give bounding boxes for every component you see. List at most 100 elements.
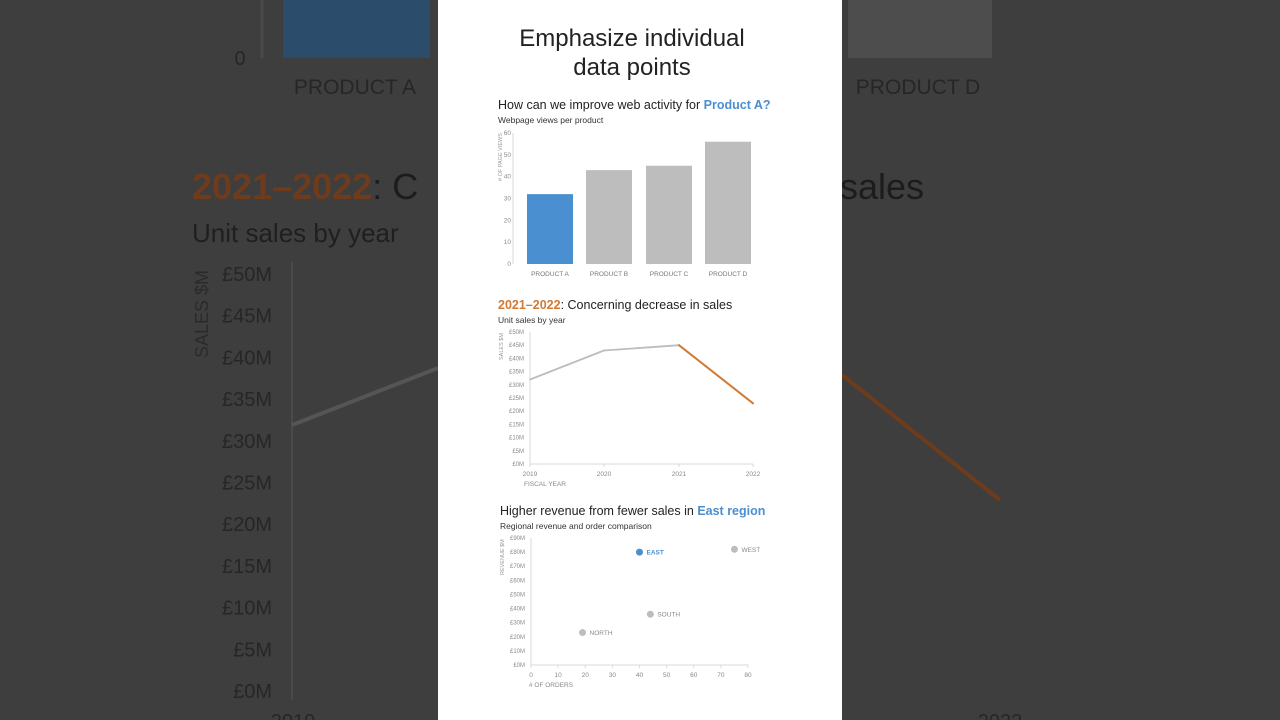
line-chart-ylabel: SALES $M: [499, 333, 505, 360]
bar-chart-title: How can we improve web activity for Prod…: [498, 98, 771, 112]
data-point-label: EAST: [647, 550, 664, 557]
line-chart-xlabel: FISCAL YEAR: [524, 481, 566, 488]
y-tick-label: £40M: [509, 356, 524, 362]
data-point-label: WEST: [741, 547, 760, 554]
y-tick-label: 30: [504, 196, 512, 203]
y-tick-label: £0M: [512, 462, 524, 468]
bg-heading-highlight: 2021–2022: [192, 166, 372, 207]
bg-yticks: £50M £45M £40M £35M £30M £25M £20M £15M £10M £5M £…: [222, 264, 272, 703]
bg-ytick: £40M: [222, 347, 272, 369]
bar-chart-subtitle: Webpage views per product: [498, 115, 604, 125]
bar: [705, 141, 751, 264]
y-tick-label: £60M: [510, 578, 525, 584]
bar-title-prefix: How can we improve web activity for: [498, 98, 704, 112]
y-tick-label: £30M: [509, 383, 524, 389]
y-tick-label: £45M: [509, 343, 524, 349]
x-tick-label: 30: [609, 672, 617, 679]
bar: [646, 165, 692, 264]
data-point: [579, 629, 587, 637]
data-point: [636, 548, 643, 556]
bg-heading-rest: : C: [372, 166, 418, 207]
y-tick-label: 10: [504, 239, 512, 246]
bar: [527, 194, 573, 264]
bg-line-orange: [840, 373, 1002, 502]
bg-ytick: £5M: [233, 639, 272, 661]
x-tick-label: PRODUCT A: [531, 271, 569, 278]
bg-x-first: 2019: [271, 711, 316, 720]
data-point-label: SOUTH: [657, 612, 680, 619]
bg-ytick: £50M: [222, 264, 272, 286]
y-tick-label: 20: [504, 217, 512, 224]
y-tick-label: £20M: [510, 635, 525, 641]
bg-heading-tail: sales: [840, 166, 924, 207]
bg-ylabel: SALES $M: [192, 270, 212, 358]
bg-ytick: £20M: [222, 514, 272, 536]
bg-ytick: £30M: [222, 431, 272, 453]
scatter-title-highlight: East region: [697, 504, 765, 518]
x-tick-label: PRODUCT D: [709, 271, 748, 278]
x-tick-label: 20: [582, 672, 590, 679]
data-point-label: NORTH: [590, 630, 613, 637]
x-tick-label: PRODUCT C: [650, 271, 689, 278]
scatter-chart-ylabel: REVENUE $M: [500, 539, 506, 575]
y-tick-label: 40: [504, 174, 512, 181]
bg-ytick: £0M: [233, 681, 272, 703]
content-panel: [438, 0, 842, 720]
bar: [586, 170, 632, 264]
line-segment: [529, 349, 605, 381]
y-tick-label: £25M: [509, 396, 524, 402]
y-tick-label: £90M: [510, 536, 525, 542]
x-tick-label: 0: [529, 672, 533, 679]
x-tick-label: 2020: [597, 471, 612, 478]
x-tick-label: 80: [744, 672, 752, 679]
page-title-line2: data points: [573, 54, 690, 81]
y-tick-label: £80M: [510, 550, 525, 556]
x-tick-label: 60: [690, 672, 698, 679]
x-tick-label: 10: [555, 672, 563, 679]
y-tick-label: £70M: [510, 564, 525, 570]
scatter-chart: £0M £10M £20M £30M £40M £50M £60M £70M £80M £90M 0…: [510, 536, 760, 679]
y-tick-label: 0: [507, 261, 511, 268]
bar-title-highlight: Product A?: [704, 98, 771, 112]
y-tick-label: £5M: [512, 449, 524, 455]
page-title-line1: Emphasize individual: [519, 25, 744, 52]
bg-ytick: £10M: [222, 598, 272, 620]
scatter-chart-xlabel: # OF ORDERS: [529, 682, 574, 689]
x-tick-label: 40: [636, 672, 644, 679]
data-point: [646, 610, 654, 618]
bg-heading: 2021–2022: C: [192, 166, 418, 207]
scatter-title-prefix: Higher revenue from fewer sales in: [500, 504, 697, 518]
y-tick-label: £30M: [510, 621, 525, 627]
bg-x-last: 2022: [978, 711, 1023, 720]
line-chart-subtitle: Unit sales by year: [498, 315, 566, 325]
y-tick-label: £20M: [509, 409, 524, 415]
y-tick-label: £35M: [509, 370, 524, 376]
x-tick-label: 50: [663, 672, 671, 679]
y-tick-label: £40M: [510, 607, 525, 613]
x-tick-label: PRODUCT B: [590, 271, 628, 278]
bg-ytick: £45M: [222, 306, 272, 328]
bg-line-gray: [291, 366, 439, 427]
bg-product-a: PRODUCT A: [294, 76, 416, 99]
y-tick-label: £10M: [510, 649, 525, 655]
bg-ytick: £35M: [222, 389, 272, 411]
y-tick-label: £10M: [509, 436, 524, 442]
line-chart: £0M £5M £10M £15M £20M £25M £30M £35M £40M £45M £5…: [509, 330, 761, 478]
y-tick-label: £15M: [509, 422, 524, 428]
bg-bar-product-d: [848, 0, 992, 58]
x-tick-label: 2022: [746, 471, 761, 478]
data-point: [730, 545, 738, 553]
line-chart-title: 2021–2022: Concerning decrease in sales: [498, 298, 732, 312]
scatter-chart-subtitle: Regional revenue and order comparison: [500, 521, 652, 531]
bar-chart: 0 10 20 30 40 50 60 PRODUCT A PRODUCT B PRODUCT C…: [504, 130, 751, 278]
line-title-highlight: 2021–2022: [498, 298, 561, 312]
bg-bar-product-a: [283, 0, 430, 58]
x-tick-label: 2021: [672, 471, 687, 478]
y-tick-label: 60: [504, 130, 512, 137]
x-tick-label: 70: [717, 672, 725, 679]
y-tick-label: 50: [504, 152, 512, 159]
bar-chart-ylabel: # OF PAGE VIEWS: [498, 133, 504, 181]
y-tick-label: £50M: [509, 330, 524, 336]
bg-zero-label: 0: [234, 48, 245, 70]
